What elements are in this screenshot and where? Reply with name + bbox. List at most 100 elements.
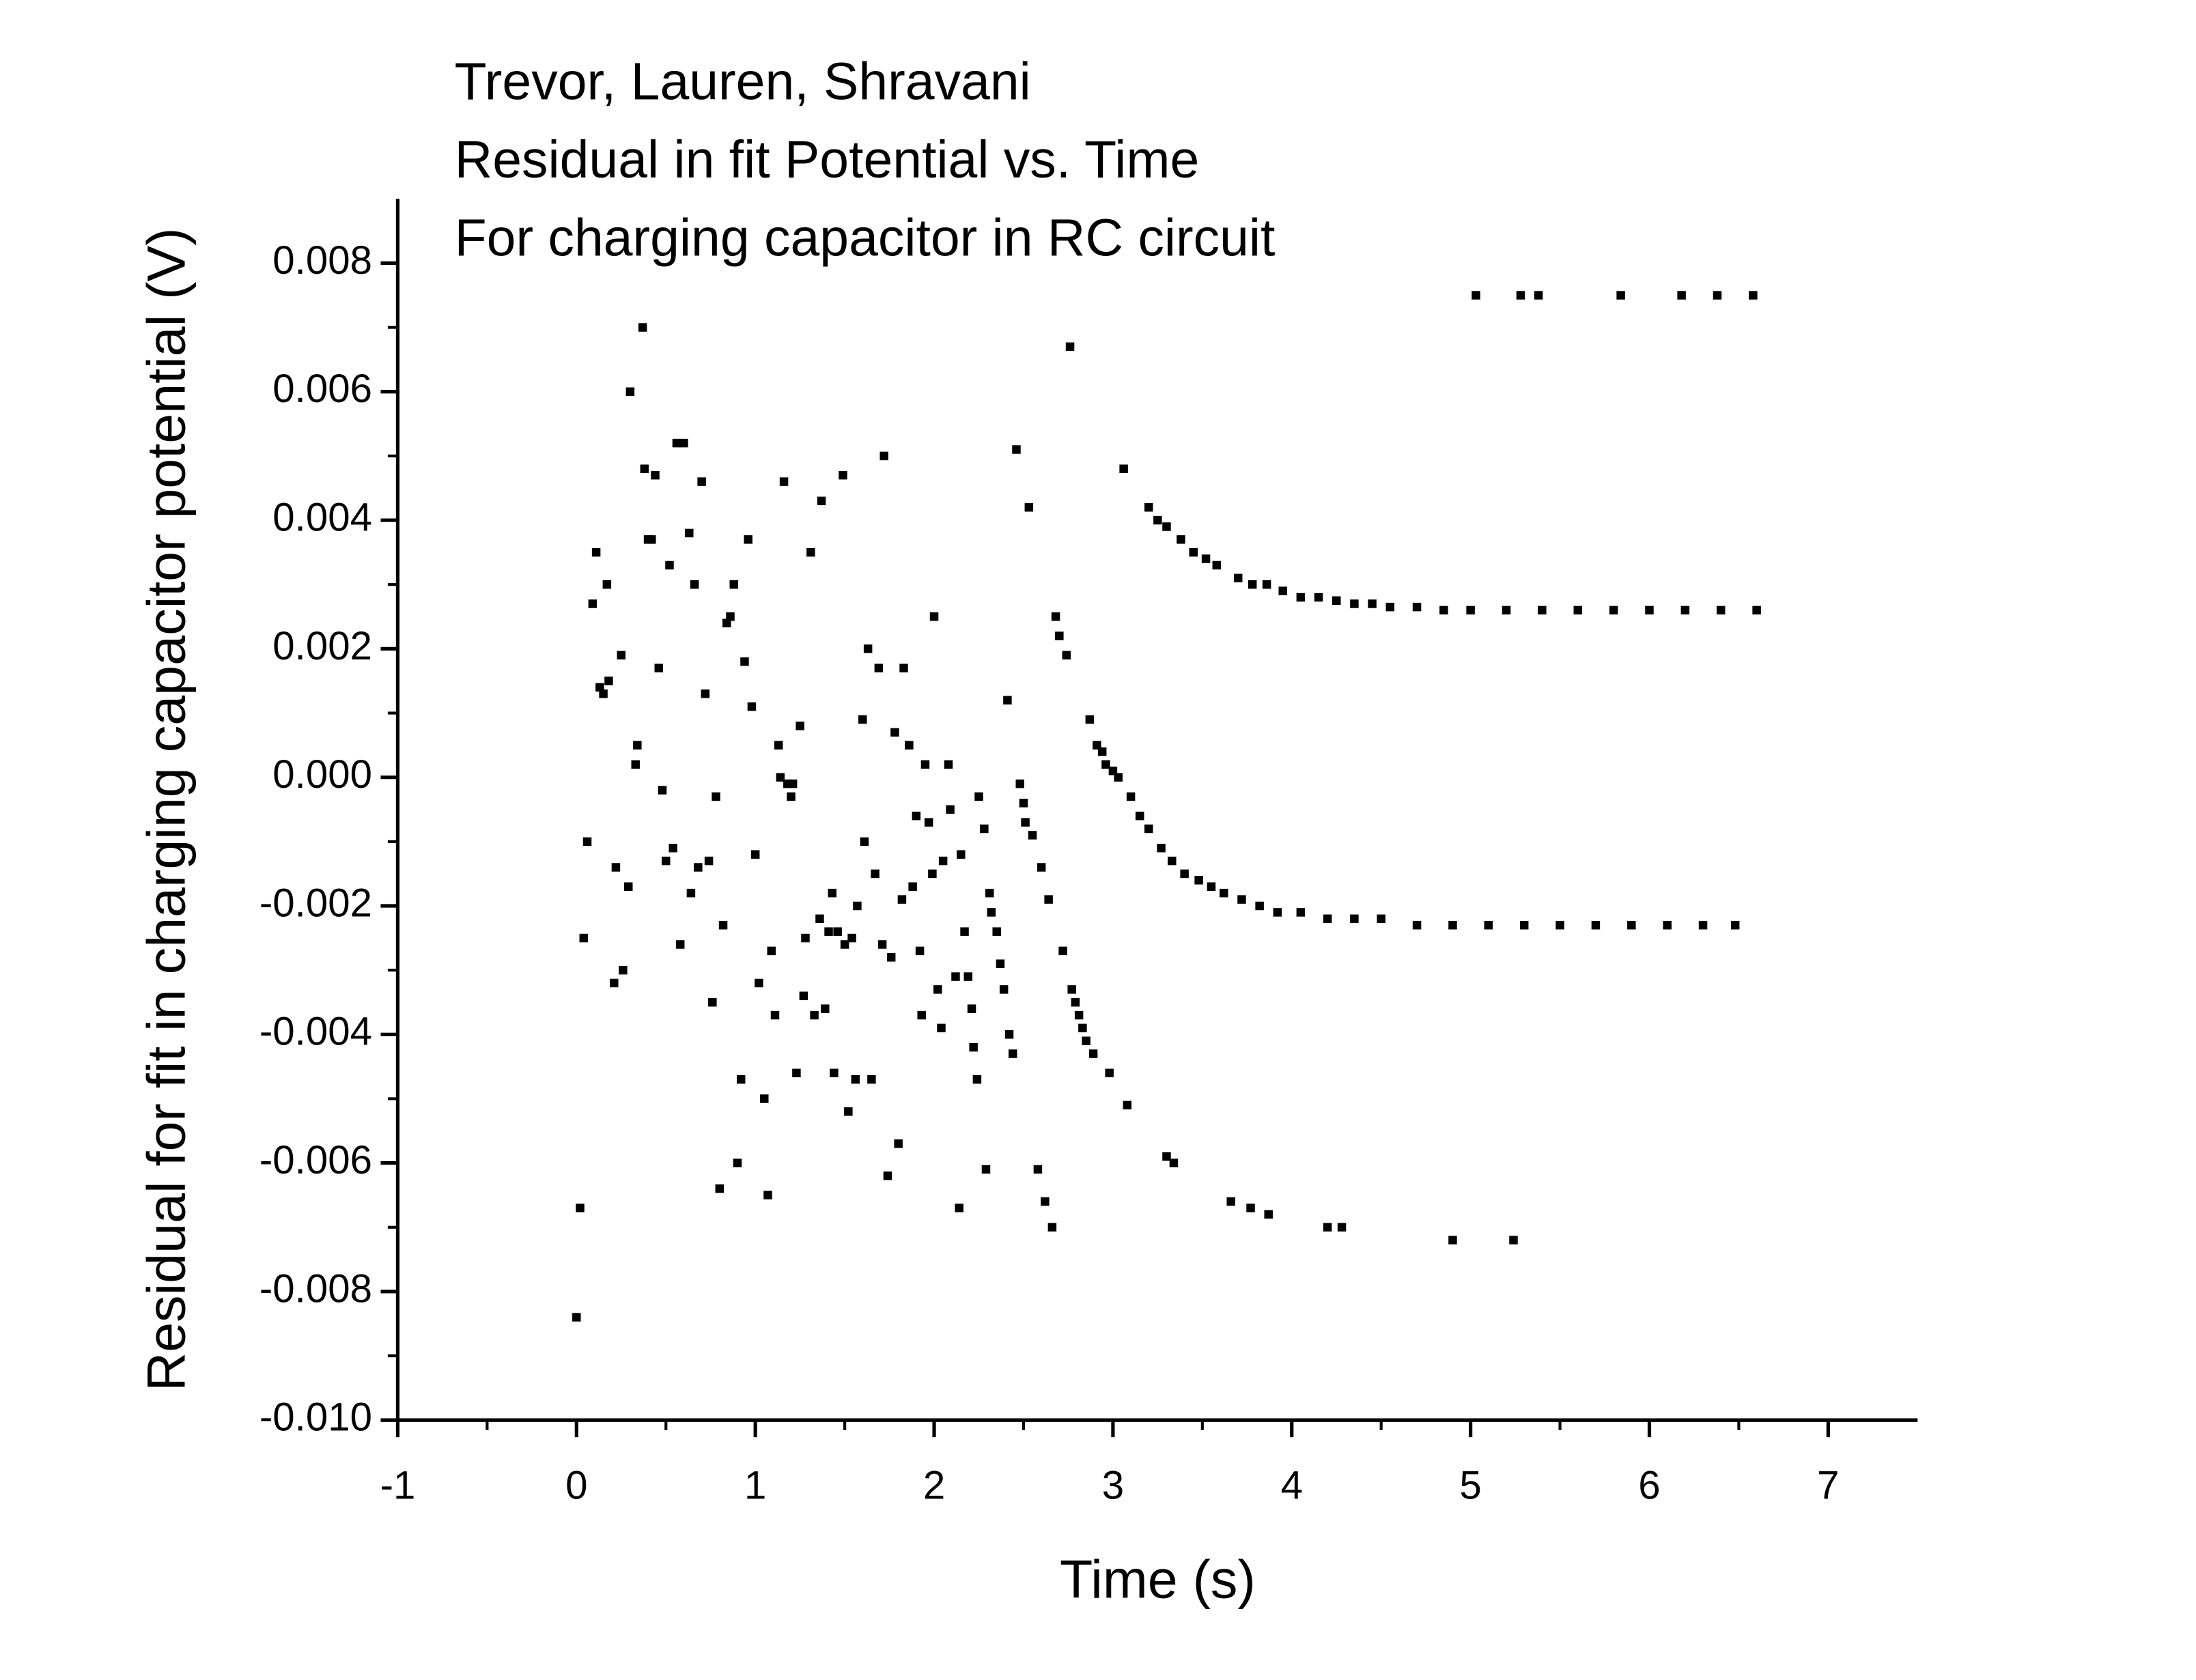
point (617, 651, 626, 660)
point (604, 677, 613, 685)
point (1296, 908, 1306, 917)
point (1385, 602, 1395, 612)
point (1037, 863, 1046, 872)
point (1088, 1049, 1098, 1058)
point (1439, 606, 1448, 615)
point (867, 1074, 876, 1084)
point (582, 837, 592, 846)
point (1248, 580, 1257, 589)
point (610, 978, 619, 988)
point (1169, 1158, 1179, 1167)
point (1021, 818, 1030, 827)
point (1024, 502, 1034, 512)
point (1273, 908, 1282, 917)
point (1105, 1068, 1114, 1078)
point (863, 644, 873, 653)
point (588, 599, 597, 608)
point (1412, 921, 1422, 930)
point (815, 914, 824, 924)
point (937, 1023, 946, 1033)
point (1377, 914, 1385, 924)
point (1466, 606, 1475, 615)
x-tick-label: 1 (744, 1464, 766, 1508)
point (1157, 844, 1166, 853)
y-tick-label: 0.006 (272, 367, 372, 411)
point (686, 888, 696, 898)
point (886, 953, 896, 962)
point (595, 683, 604, 692)
y-tick-label: -0.010 (259, 1395, 372, 1440)
point (1609, 606, 1618, 615)
point (801, 933, 810, 943)
point (955, 1204, 963, 1212)
y-tick-label: 0.000 (272, 752, 372, 797)
point (1255, 901, 1264, 911)
point (763, 1191, 772, 1199)
point (1162, 1152, 1171, 1161)
point (858, 715, 867, 724)
point (1212, 560, 1222, 570)
point (1573, 606, 1582, 615)
point (631, 760, 640, 769)
point (1677, 291, 1686, 300)
point (883, 1171, 892, 1180)
point (844, 1107, 853, 1116)
point (1448, 1236, 1457, 1244)
point (736, 1074, 746, 1084)
point (853, 901, 862, 911)
point (828, 888, 837, 898)
point (576, 1204, 585, 1212)
point (1153, 515, 1162, 525)
point (760, 1094, 769, 1103)
point (1003, 696, 1012, 704)
point (996, 959, 1005, 968)
point (974, 792, 983, 801)
point (1534, 291, 1543, 300)
point (929, 612, 939, 621)
point (980, 824, 989, 834)
point (1097, 747, 1107, 756)
point (1412, 602, 1422, 612)
point (1752, 606, 1761, 615)
point (1071, 998, 1080, 1007)
point (651, 470, 660, 480)
point (1616, 291, 1625, 300)
point (1004, 1030, 1014, 1039)
point (871, 869, 879, 879)
chart-title: Trevor, Lauren, Shravani (455, 53, 1031, 111)
point (817, 496, 826, 506)
point (1502, 606, 1511, 615)
point (1519, 921, 1529, 930)
point (1177, 535, 1185, 544)
point (1144, 502, 1153, 512)
x-tick-label: 5 (1459, 1464, 1481, 1508)
point (967, 1004, 976, 1013)
point (1085, 715, 1095, 724)
point (619, 965, 628, 975)
point (957, 850, 966, 859)
point (744, 535, 752, 544)
x-tick-label: 2 (923, 1464, 945, 1508)
point (992, 927, 1001, 936)
point (1058, 946, 1067, 956)
point (1264, 1210, 1273, 1219)
point (833, 927, 842, 936)
point (1296, 593, 1306, 602)
point (726, 612, 735, 621)
point (1078, 1023, 1087, 1033)
point (1233, 573, 1243, 583)
point (729, 580, 738, 589)
point (1015, 779, 1024, 788)
point (750, 850, 760, 859)
point (920, 760, 930, 769)
point (944, 760, 953, 769)
point (917, 1010, 926, 1020)
y-tick-label: -0.002 (259, 881, 372, 925)
point (1033, 1165, 1043, 1174)
point (1448, 921, 1457, 930)
point (1749, 291, 1758, 300)
point (1101, 760, 1110, 769)
point (647, 535, 656, 544)
point (874, 664, 884, 672)
y-axis-title: Residual for fit in charging capacitor p… (135, 228, 196, 1391)
